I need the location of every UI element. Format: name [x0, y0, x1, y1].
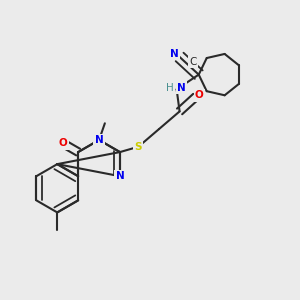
Text: O: O: [58, 138, 67, 148]
Text: S: S: [135, 142, 142, 152]
Text: O: O: [195, 90, 204, 100]
Text: N: N: [116, 171, 124, 181]
Text: N: N: [116, 171, 124, 181]
Text: N: N: [177, 82, 186, 93]
Text: H: H: [166, 83, 173, 93]
Text: S: S: [135, 142, 142, 152]
Text: N: N: [170, 49, 179, 59]
Text: N: N: [170, 49, 179, 59]
Text: N: N: [95, 135, 103, 145]
Text: N: N: [177, 82, 186, 93]
Text: N: N: [95, 135, 103, 145]
Text: C: C: [189, 57, 196, 67]
Text: O: O: [195, 90, 204, 100]
Text: C: C: [189, 57, 196, 67]
Text: H: H: [166, 83, 173, 93]
Text: O: O: [58, 138, 67, 148]
